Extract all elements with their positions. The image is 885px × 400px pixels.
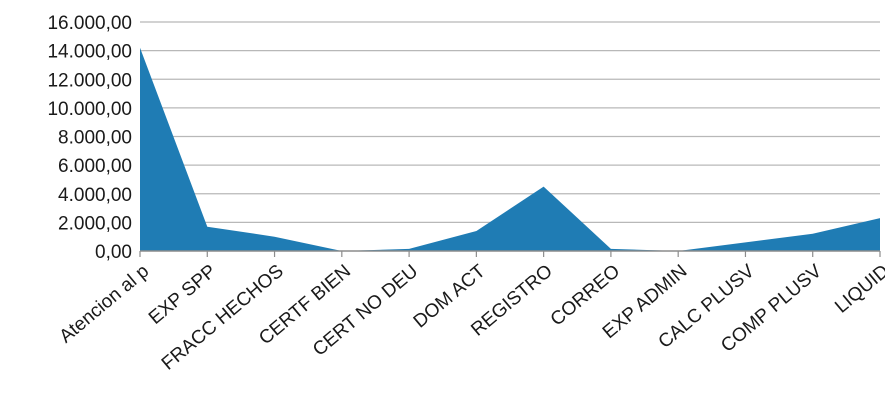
x-category-label: FRACC HECHOS	[158, 261, 288, 375]
x-axis	[139, 250, 881, 257]
area-series	[140, 47, 880, 251]
y-tick-label: 4.000,00	[58, 185, 132, 206]
y-tick-label: 2.000,00	[58, 213, 132, 234]
x-category-label: Atencion al p	[56, 261, 154, 348]
y-tick-label: 6.000,00	[58, 156, 132, 177]
y-tick-label: 8.000,00	[58, 128, 132, 149]
y-tick-label: 14.000,00	[47, 42, 132, 63]
x-category-label: LIQUID	[831, 261, 885, 318]
area-fill	[140, 47, 880, 251]
y-axis-tick-labels: 0,00 2.000,00 4.000,00 6.000,00 8.000,00 10.0…	[47, 13, 132, 263]
y-tick-label: 12.000,00	[47, 70, 132, 91]
grid-lines	[140, 21, 880, 223]
y-tick-label: 0,00	[95, 242, 132, 263]
y-tick-label: 16.000,00	[47, 13, 132, 34]
y-tick-label: 10.000,00	[47, 99, 132, 120]
